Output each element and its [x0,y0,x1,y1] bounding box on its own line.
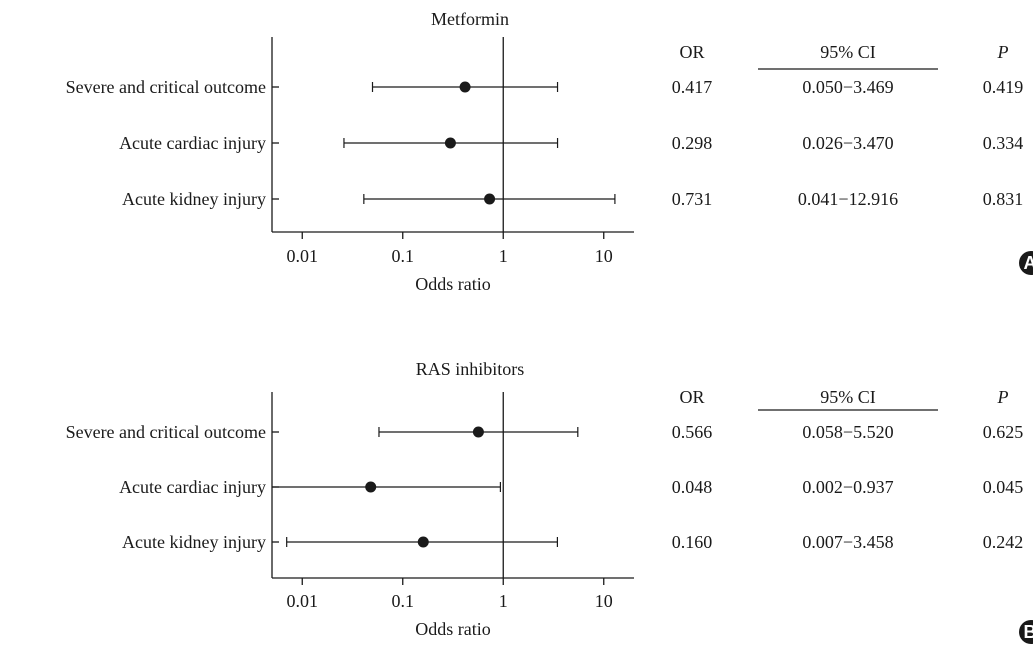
panel-title: Metformin [431,9,509,29]
or-value: 0.417 [672,77,713,97]
p-value: 0.831 [983,189,1024,209]
header-p: P [997,387,1009,407]
x-tick-label: 10 [595,591,613,611]
panel-badge-circle [1019,620,1033,644]
ci-value: 0.058−5.520 [802,422,893,442]
header-or: OR [679,42,704,62]
row-label: Severe and critical outcome [66,77,266,97]
point-estimate [417,536,429,548]
point-estimate [484,193,496,205]
x-axis-label: Odds ratio [415,274,491,294]
ci-value: 0.041−12.916 [798,189,898,209]
x-tick-label: 0.01 [287,246,319,266]
x-tick-label: 1 [499,246,508,266]
panel-b: RAS inhibitors 0.01 0.1 1 10 Odds ratio OR 95% … [66,359,1033,644]
or-value: 0.160 [672,532,713,552]
header-ci: 95% CI [820,387,876,407]
point-estimate [365,481,377,493]
row-label: Acute cardiac injury [119,477,266,497]
p-value: 0.334 [983,133,1024,153]
p-value: 0.045 [983,477,1024,497]
panel-a: Metformin 0.01 0.1 1 10 Odds ratio OR 95% CI P Se… [66,9,1033,294]
p-value: 0.419 [983,77,1024,97]
panel-title: RAS inhibitors [416,359,525,379]
panel-badge: A [1019,251,1033,275]
ci-value: 0.050−3.469 [802,77,893,97]
or-value: 0.048 [672,477,713,497]
row-label: Acute cardiac injury [119,133,266,153]
ci-value: 0.026−3.470 [802,133,893,153]
row-label: Acute kidney injury [122,189,266,209]
or-value: 0.566 [672,422,713,442]
x-tick-label: 0.01 [287,591,319,611]
header-ci: 95% CI [820,42,876,62]
panel-badge: B [1019,620,1033,644]
point-estimate [444,137,456,149]
ci-value: 0.002−0.937 [802,477,893,497]
x-tick-label: 0.1 [392,246,415,266]
x-tick-label: 1 [499,591,508,611]
panel-badge-letter: B [1024,622,1033,642]
row-label: Severe and critical outcome [66,422,266,442]
panel-badge-letter: A [1024,253,1033,273]
header-or: OR [679,387,704,407]
x-tick-label: 10 [595,246,613,266]
panel-badge-circle [1019,251,1033,275]
header-p: P [997,42,1009,62]
or-value: 0.298 [672,133,713,153]
p-value: 0.625 [983,422,1024,442]
ci-value: 0.007−3.458 [802,532,893,552]
p-value: 0.242 [983,532,1024,552]
row-label: Acute kidney injury [122,532,266,552]
point-estimate [459,81,471,93]
or-value: 0.731 [672,189,713,209]
x-tick-label: 0.1 [392,591,415,611]
x-axis-label: Odds ratio [415,619,491,639]
point-estimate [472,426,484,438]
